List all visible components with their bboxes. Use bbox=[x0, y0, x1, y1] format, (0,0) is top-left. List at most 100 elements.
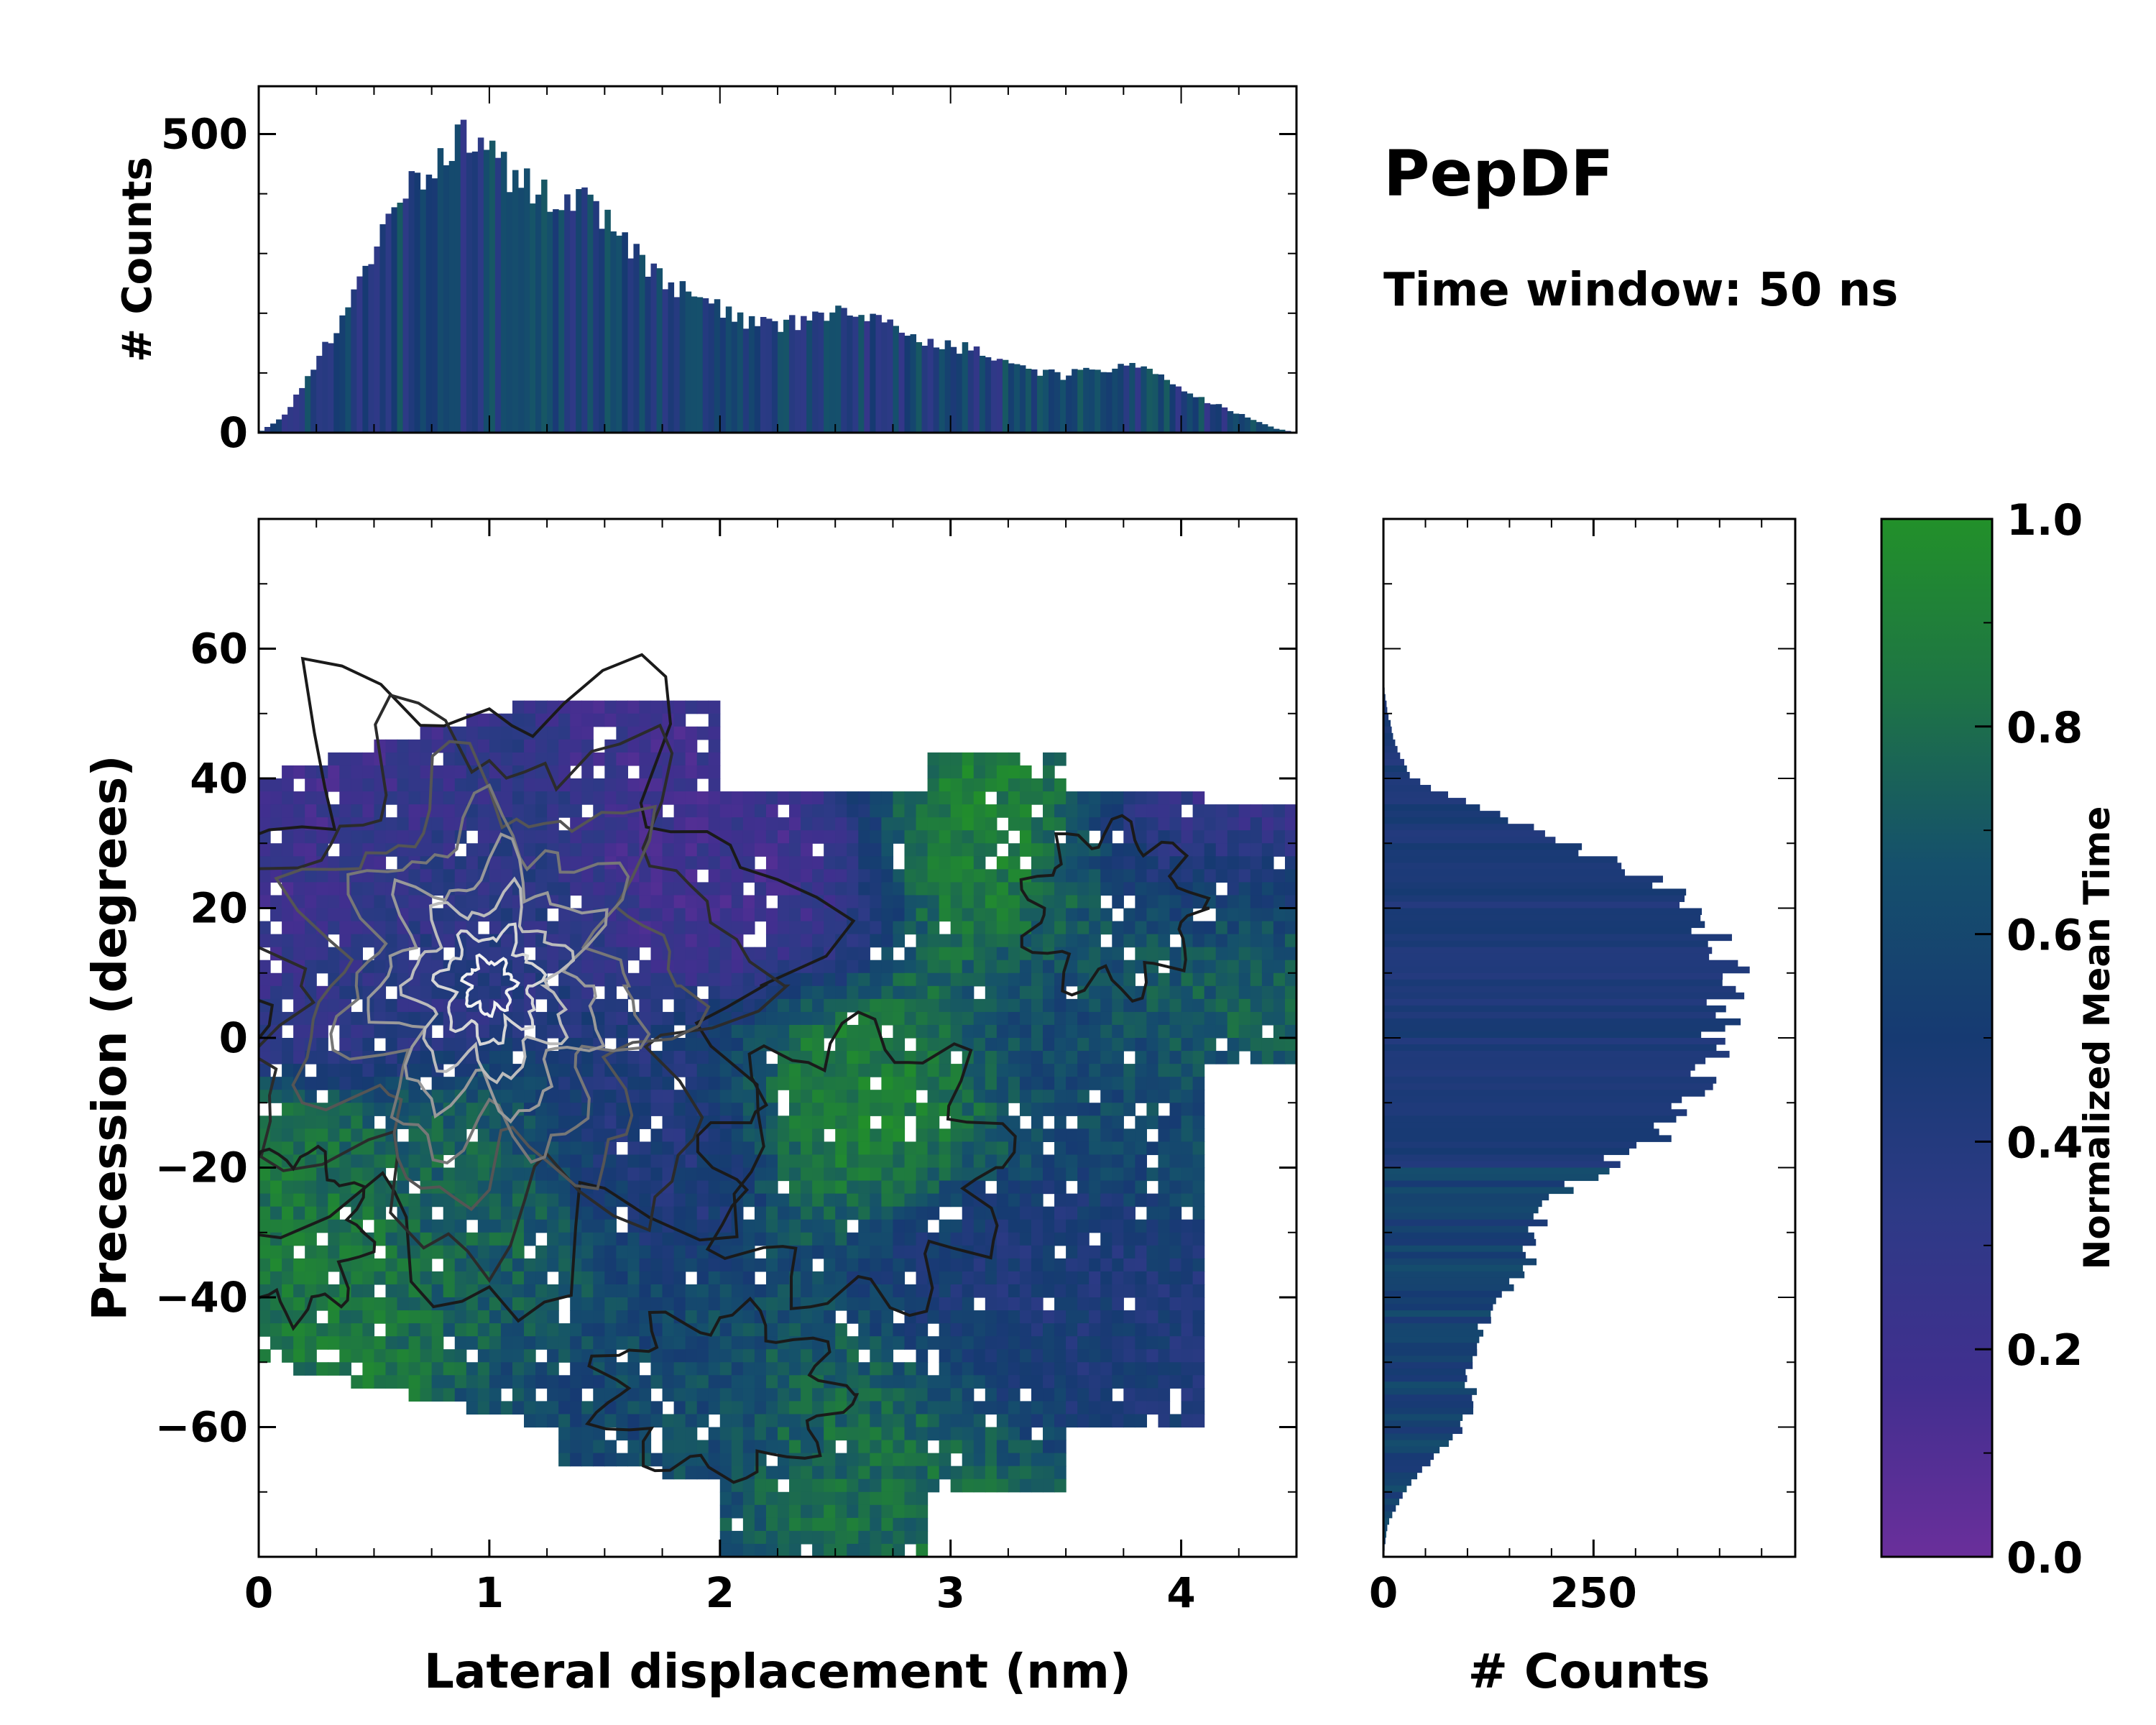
heatmap-cell bbox=[570, 1090, 582, 1103]
heatmap-cell bbox=[927, 804, 940, 818]
heatmap-cell bbox=[1169, 1323, 1182, 1337]
heatmap-cell bbox=[1261, 921, 1274, 935]
heatmap-cell bbox=[1158, 1414, 1171, 1428]
heatmap-cell bbox=[1261, 998, 1274, 1013]
heatmap-cell bbox=[1273, 972, 1286, 987]
heatmap-cell bbox=[259, 934, 271, 948]
heatmap-cell bbox=[570, 752, 582, 766]
heatmap-cell bbox=[1066, 1362, 1078, 1376]
right-histogram-bar bbox=[1383, 1141, 1637, 1149]
heatmap-cell bbox=[685, 1310, 698, 1324]
heatmap-cell bbox=[927, 1180, 940, 1195]
heatmap-cell bbox=[558, 947, 571, 961]
heatmap-cell bbox=[524, 972, 536, 987]
heatmap-cell bbox=[847, 1271, 859, 1285]
heatmap-cell bbox=[1215, 895, 1228, 909]
heatmap-cell bbox=[789, 947, 801, 961]
heatmap-cell bbox=[835, 947, 847, 961]
heatmap-cell bbox=[1158, 1154, 1171, 1169]
heatmap-cell bbox=[893, 1051, 906, 1064]
heatmap-cell bbox=[1135, 1116, 1148, 1129]
heatmap-cell bbox=[765, 1440, 778, 1454]
heatmap-cell bbox=[916, 1180, 929, 1195]
heatmap-cell bbox=[1008, 895, 1021, 909]
heatmap-cell bbox=[650, 972, 663, 987]
heatmap-cell bbox=[1158, 1297, 1171, 1311]
heatmap-cell bbox=[1054, 1180, 1067, 1195]
heatmap-cell bbox=[650, 1011, 663, 1026]
heatmap-cell bbox=[731, 1491, 744, 1506]
heatmap-cell bbox=[742, 1323, 755, 1337]
heatmap-cell bbox=[754, 1284, 767, 1298]
heatmap-cell bbox=[270, 1271, 282, 1285]
heatmap-cell bbox=[719, 985, 732, 1000]
heatmap-cell bbox=[627, 921, 640, 935]
heatmap-cell bbox=[904, 1440, 917, 1454]
heatmap-cell bbox=[765, 1504, 778, 1519]
heatmap-cell bbox=[996, 1219, 1009, 1233]
heatmap-cell bbox=[939, 1323, 952, 1337]
heatmap-cell bbox=[593, 1297, 605, 1311]
heatmap-cell bbox=[1204, 1038, 1217, 1052]
heatmap-cell bbox=[939, 1090, 952, 1103]
heatmap-cell bbox=[870, 1180, 882, 1195]
heatmap-cell bbox=[616, 1103, 629, 1116]
heatmap-cell bbox=[1146, 1245, 1159, 1259]
heatmap-cell bbox=[1043, 934, 1055, 948]
heatmap-cell bbox=[765, 1116, 778, 1129]
heatmap-cell bbox=[1238, 895, 1251, 909]
heatmap-cell bbox=[328, 972, 340, 987]
heatmap-cell bbox=[1204, 947, 1217, 961]
heatmap-cell bbox=[1043, 1154, 1055, 1169]
heatmap-cell bbox=[1008, 947, 1021, 961]
heatmap-cell bbox=[604, 1336, 617, 1350]
heatmap-cell bbox=[1123, 1323, 1135, 1337]
heatmap-cell bbox=[812, 1051, 824, 1064]
heatmap-cell bbox=[316, 1245, 328, 1259]
heatmap-cell bbox=[778, 1141, 790, 1156]
heatmap-cell bbox=[881, 1362, 894, 1376]
heatmap-cell bbox=[754, 1491, 767, 1506]
heatmap-cell bbox=[443, 1323, 456, 1337]
heatmap-cell bbox=[1100, 985, 1112, 1000]
heatmap-cell bbox=[1158, 1349, 1171, 1363]
heatmap-cell bbox=[616, 1167, 629, 1182]
heatmap-cell bbox=[939, 1349, 952, 1363]
right-histogram-bar bbox=[1383, 1440, 1449, 1448]
heatmap-cell bbox=[985, 1375, 998, 1389]
top-histogram-bar bbox=[1002, 359, 1009, 433]
heatmap-cell bbox=[708, 1453, 721, 1467]
heatmap-cell bbox=[524, 791, 536, 805]
heatmap-cell bbox=[489, 1193, 502, 1208]
heatmap-cell bbox=[835, 791, 847, 805]
heatmap-cell bbox=[824, 1362, 836, 1376]
heatmap-cell bbox=[535, 765, 548, 779]
heatmap-cell bbox=[282, 1090, 294, 1103]
heatmap-cell bbox=[385, 1336, 398, 1350]
heatmap-cell bbox=[305, 1090, 317, 1103]
heatmap-cell bbox=[305, 1232, 317, 1246]
heatmap-cell bbox=[293, 1103, 305, 1116]
heatmap-cell bbox=[489, 1362, 502, 1376]
heatmap-cell bbox=[535, 1375, 548, 1389]
heatmap-cell bbox=[1054, 1375, 1067, 1389]
heatmap-cell bbox=[754, 1167, 767, 1182]
heatmap-cell bbox=[801, 817, 813, 831]
heatmap-cell bbox=[1123, 1024, 1135, 1039]
heatmap-cell bbox=[282, 1258, 294, 1272]
heatmap-cell bbox=[973, 1453, 986, 1467]
heatmap-cell bbox=[673, 1388, 686, 1402]
heatmap-cell bbox=[973, 1427, 986, 1441]
heatmap-cell bbox=[558, 1349, 571, 1363]
heatmap-cell bbox=[443, 752, 456, 766]
heatmap-cell bbox=[858, 1530, 870, 1545]
heatmap-cell bbox=[558, 1077, 571, 1090]
heatmap-cell bbox=[1112, 1116, 1124, 1129]
heatmap-cell bbox=[973, 1310, 986, 1324]
heatmap-cell bbox=[731, 1154, 744, 1169]
heatmap-cell bbox=[1054, 1401, 1067, 1415]
heatmap-cell bbox=[1031, 1466, 1044, 1480]
heatmap-cell bbox=[765, 1167, 778, 1182]
heatmap-cell bbox=[328, 778, 340, 792]
heatmap-cell bbox=[1135, 1401, 1148, 1415]
